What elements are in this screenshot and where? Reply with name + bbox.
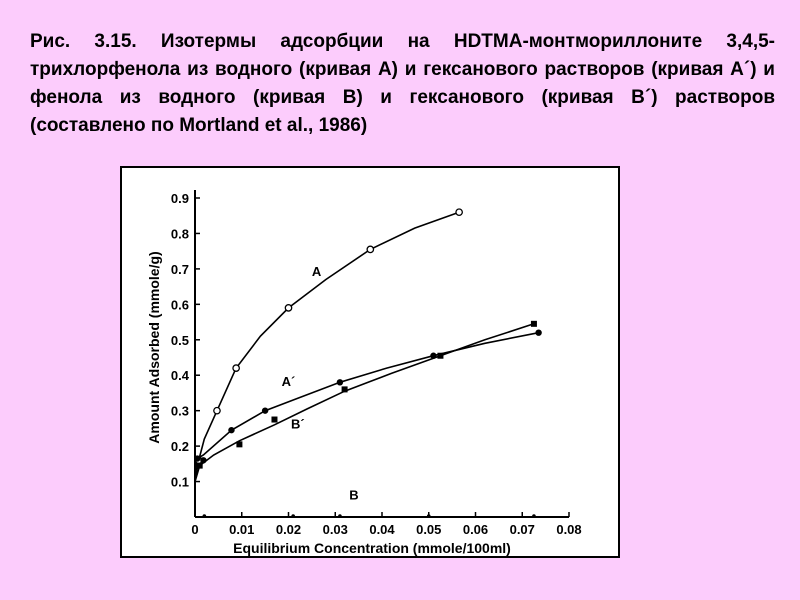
chart-labels: A A´ B´ B — [282, 264, 359, 502]
data-point-small-dot — [202, 514, 207, 518]
x-tick-label: 0.08 — [556, 522, 581, 537]
y-tick-label: 0.8 — [171, 226, 189, 241]
chart-markers — [194, 208, 542, 518]
curve-label: B — [349, 487, 358, 502]
y-tick-label: 0.6 — [171, 297, 189, 312]
data-point-filled-square — [437, 352, 444, 359]
y-tick-label: 0.7 — [171, 262, 189, 277]
adsorption-isotherm-chart: 0 0.01 0.02 0.03 0.04 0.05 0.06 0.07 0.08 0.1 0.2 0… — [146, 190, 582, 556]
chart-curves — [194, 211, 539, 482]
x-tick-label: 0.07 — [510, 522, 535, 537]
x-axis-title: Equilibrium Concentration (mmole/100ml) — [233, 540, 511, 556]
series-line — [194, 323, 535, 482]
x-tick-label: 0 — [191, 522, 198, 537]
y-axis-title: Amount Adsorbed (mmole/g) — [146, 251, 162, 443]
data-point-small-dot — [291, 514, 295, 518]
data-point-filled-circle — [200, 457, 207, 464]
chart-frame: 0 0.01 0.02 0.03 0.04 0.05 0.06 0.07 0.08 0.1 0.2 0… — [120, 166, 620, 558]
data-point-filled-square — [530, 320, 537, 327]
x-tick-label: 0.03 — [323, 522, 348, 537]
curve-label: B´ — [291, 416, 305, 431]
x-tick-label: 0.04 — [369, 522, 395, 537]
y-tick-label: 0.9 — [171, 191, 189, 206]
y-tick-label: 0.2 — [171, 439, 189, 454]
x-tick-label: 0.02 — [276, 522, 301, 537]
data-point-filled-square — [236, 441, 243, 448]
data-point-filled-square — [271, 416, 278, 423]
data-point-filled-circle — [194, 455, 201, 462]
data-point-filled-circle — [336, 379, 344, 386]
data-point-small-dot — [532, 514, 536, 518]
y-tick-label: 0.3 — [171, 404, 189, 419]
curve-label: A´ — [282, 374, 296, 389]
data-point-open-circle — [366, 245, 375, 254]
data-point-open-circle — [213, 406, 221, 415]
figure-caption: Рис. 3.15. Изотермы адсорбции на HDTMA-м… — [30, 31, 775, 136]
data-point-filled-circle — [261, 407, 269, 414]
chart-axes: 0 0.01 0.02 0.03 0.04 0.05 0.06 0.07 0.08 0.1 0.2 0… — [146, 190, 582, 556]
data-point-small-dot — [426, 514, 431, 518]
data-point-open-circle — [232, 364, 240, 372]
data-point-filled-square — [196, 462, 203, 469]
data-point-filled-square — [341, 386, 348, 393]
x-tick-label: 0.05 — [416, 522, 441, 537]
y-tick-label: 0.1 — [171, 475, 189, 490]
data-point-filled-circle — [535, 329, 542, 336]
data-point-open-circle — [455, 208, 463, 217]
curve-label: A — [312, 264, 322, 279]
y-tick-label: 0.5 — [171, 333, 189, 348]
y-tick-label: 0.4 — [171, 368, 190, 383]
x-tick-label: 0.01 — [229, 522, 254, 537]
data-point-small-dot — [338, 514, 342, 518]
data-point-filled-circle — [430, 352, 437, 359]
x-tick-label: 0.06 — [463, 522, 488, 537]
data-point-filled-circle — [228, 426, 235, 434]
series-line — [194, 211, 460, 482]
data-point-open-circle — [284, 304, 293, 312]
